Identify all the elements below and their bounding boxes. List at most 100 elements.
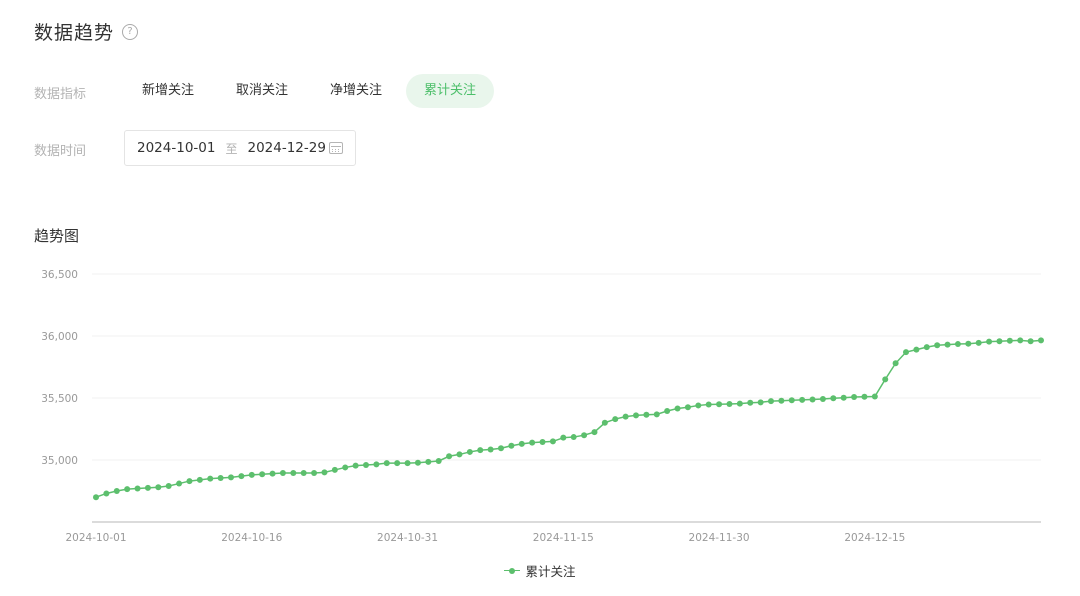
data-point[interactable] [446, 453, 453, 460]
data-point[interactable] [394, 460, 401, 467]
data-point[interactable] [248, 471, 255, 478]
data-point[interactable] [633, 412, 639, 419]
data-point[interactable] [986, 338, 993, 345]
data-point[interactable] [736, 400, 743, 407]
data-point[interactable] [477, 447, 484, 454]
data-point[interactable] [882, 376, 889, 383]
data-point[interactable] [1038, 337, 1044, 344]
data-point[interactable] [311, 470, 318, 477]
data-point[interactable] [549, 438, 556, 445]
data-point[interactable] [695, 402, 702, 409]
chart-legend[interactable]: 累计关注 [0, 561, 1080, 580]
tab-cumulative-follows[interactable]: 累计关注 [406, 74, 495, 108]
data-point[interactable] [726, 400, 733, 407]
data-point[interactable] [653, 411, 660, 418]
data-point[interactable] [103, 490, 110, 497]
date-start[interactable]: 2024-10-01 [137, 140, 216, 156]
data-point[interactable] [466, 448, 473, 455]
data-point[interactable] [93, 494, 99, 501]
data-point[interactable] [747, 399, 754, 406]
data-point[interactable] [498, 445, 504, 452]
data-point[interactable] [404, 460, 411, 467]
data-point[interactable] [279, 470, 286, 477]
data-point[interactable] [809, 396, 816, 403]
data-point[interactable] [290, 470, 297, 477]
data-point[interactable] [643, 411, 650, 418]
data-point[interactable] [259, 471, 266, 478]
data-point[interactable] [768, 398, 774, 405]
data-point[interactable] [591, 429, 598, 436]
data-point[interactable] [570, 434, 577, 441]
data-point[interactable] [892, 360, 899, 367]
data-point[interactable] [622, 413, 629, 420]
data-point[interactable] [871, 393, 878, 400]
data-point[interactable] [207, 475, 214, 482]
data-point[interactable] [1017, 337, 1024, 344]
data-point[interactable] [134, 485, 141, 492]
data-point[interactable] [529, 439, 536, 446]
data-point[interactable] [913, 346, 920, 353]
data-point[interactable] [757, 399, 764, 406]
data-point[interactable] [560, 434, 567, 441]
data-point[interactable] [155, 484, 162, 491]
data-point[interactable] [518, 440, 525, 447]
data-point[interactable] [352, 462, 359, 469]
data-point[interactable] [851, 394, 858, 401]
data-point[interactable] [113, 488, 120, 494]
data-point[interactable] [965, 340, 972, 347]
data-point[interactable] [300, 470, 307, 477]
data-point[interactable] [269, 470, 276, 477]
data-point[interactable] [799, 396, 806, 403]
data-point[interactable] [716, 401, 723, 408]
data-point[interactable] [830, 395, 837, 402]
data-point[interactable] [342, 464, 349, 471]
data-point[interactable] [996, 338, 1003, 345]
help-icon[interactable]: ? [122, 23, 139, 40]
data-point[interactable] [581, 432, 588, 439]
data-point[interactable] [819, 395, 826, 402]
data-point[interactable] [674, 405, 681, 412]
date-end[interactable]: 2024-12-29 [247, 140, 326, 156]
calendar-icon[interactable] [329, 142, 343, 154]
data-point[interactable] [944, 341, 951, 348]
data-point[interactable] [487, 446, 494, 453]
data-point[interactable] [778, 397, 785, 404]
data-point[interactable] [954, 341, 961, 348]
data-point[interactable] [601, 419, 608, 426]
data-point[interactable] [612, 416, 619, 423]
tab-unfollows[interactable]: 取消关注 [236, 83, 289, 98]
data-point[interactable] [975, 339, 982, 346]
data-point[interactable] [196, 476, 203, 483]
data-point[interactable] [705, 401, 712, 408]
data-point[interactable] [934, 342, 941, 349]
data-point[interactable] [435, 457, 442, 464]
data-point[interactable] [664, 408, 671, 415]
data-point[interactable] [144, 484, 151, 491]
data-point[interactable] [861, 393, 868, 400]
data-point[interactable] [124, 486, 131, 493]
data-point[interactable] [176, 480, 183, 487]
data-point[interactable] [331, 466, 338, 473]
data-point[interactable] [508, 442, 515, 449]
data-point[interactable] [1006, 337, 1013, 344]
data-point[interactable] [923, 344, 930, 351]
data-point[interactable] [1027, 338, 1034, 345]
data-point[interactable] [186, 478, 193, 485]
data-point[interactable] [840, 394, 847, 401]
tab-new-follows[interactable]: 新增关注 [142, 83, 195, 98]
data-point[interactable] [383, 460, 390, 467]
tab-net-follows[interactable]: 净增关注 [330, 83, 383, 98]
data-point[interactable] [456, 451, 463, 458]
data-point[interactable] [321, 469, 328, 476]
data-point[interactable] [425, 458, 432, 465]
data-point[interactable] [539, 439, 546, 446]
data-point[interactable] [414, 459, 421, 466]
data-point[interactable] [217, 474, 224, 481]
date-range-picker[interactable]: 2024-10-01 至 2024-12-29 [124, 130, 356, 166]
data-point[interactable] [684, 404, 691, 411]
data-point[interactable] [228, 474, 234, 481]
data-point[interactable] [363, 461, 369, 468]
data-point[interactable] [165, 483, 172, 490]
data-point[interactable] [788, 397, 795, 404]
data-point[interactable] [373, 461, 380, 468]
